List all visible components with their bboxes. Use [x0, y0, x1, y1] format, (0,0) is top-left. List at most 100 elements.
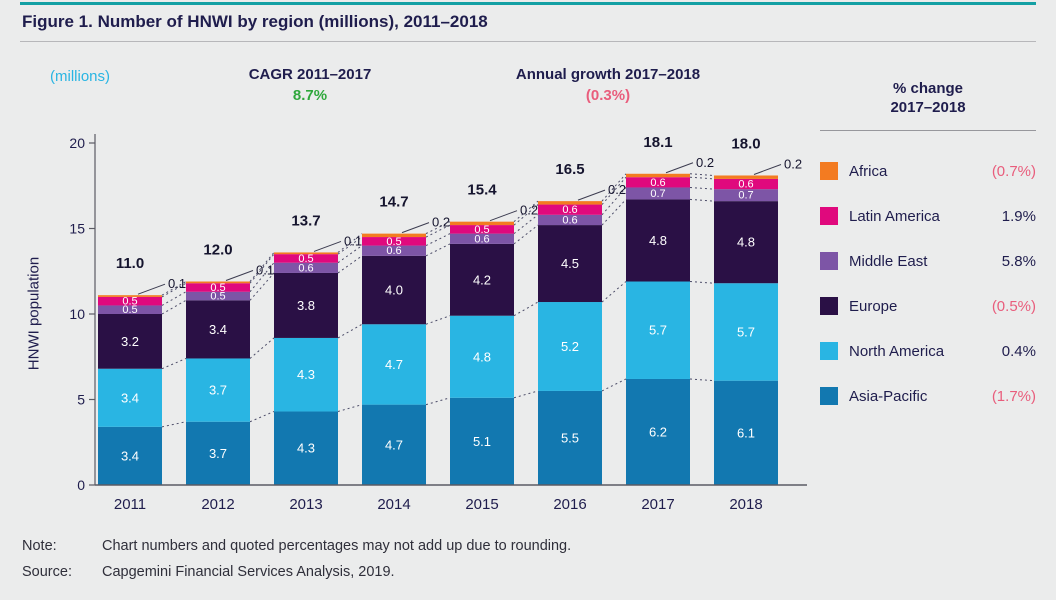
segment-north-america [274, 337, 338, 412]
legend-label: Middle East [849, 252, 928, 270]
source-text: Capgemini Financial Services Analysis, 2… [102, 564, 395, 580]
legend-change-value: (0.5%) [991, 297, 1036, 315]
africa-callout-line [577, 189, 606, 201]
bar-total-label: 15.4 [467, 182, 497, 199]
connector-line [161, 421, 187, 428]
bar-total-label: 16.5 [555, 161, 584, 178]
segment-asia-pacific [362, 404, 426, 485]
segment-value: 0.5 [210, 282, 225, 294]
connector-line [249, 411, 275, 423]
segment-europe [714, 201, 778, 284]
note-label: Note: [22, 538, 57, 554]
legend-header-line1: % change [892, 80, 964, 97]
cagr-label: CAGR 2011–2017 [248, 66, 372, 83]
y-tick-label: 0 [77, 477, 85, 493]
segment-north-america [538, 302, 602, 391]
legend-change-value: (0.7%) [991, 162, 1036, 180]
segment-value: 0.5 [210, 291, 225, 303]
segment-value: 0.5 [474, 224, 489, 236]
segment-value: 6.1 [737, 425, 755, 440]
x-axis-label: 2015 [465, 496, 498, 513]
segment-value: 0.5 [122, 304, 137, 316]
segment-africa [714, 175, 778, 179]
segment-value: 5.7 [737, 324, 755, 339]
segment-north-america [714, 283, 778, 381]
segment-asia-pacific [186, 421, 250, 485]
y-tick-label: 20 [69, 135, 85, 151]
legend-item-middle-east: Middle East 5.8% [820, 239, 1036, 284]
africa-callout-line [489, 210, 518, 222]
segment-middle-east [362, 245, 426, 256]
bar-total-label: 14.7 [379, 194, 408, 211]
connector-line [513, 200, 539, 223]
source-label: Source: [22, 564, 72, 580]
connector-line [689, 281, 715, 284]
legend-item-latin-america: Latin America 1.9% [820, 194, 1036, 239]
segment-latin-america [98, 296, 162, 306]
segment-latin-america [626, 177, 690, 188]
x-axis-label: 2014 [377, 496, 410, 513]
bar-group-2015: 5.1 4.8 4.2 0.60.5 0.2 15.4 2015 [450, 182, 538, 513]
connector-line [249, 272, 275, 301]
segment-value: 0.5 [386, 236, 401, 248]
bar-total-label: 11.0 [116, 255, 144, 272]
connector-line [425, 233, 451, 247]
segment-value: 4.8 [473, 349, 491, 364]
bar-group-2011: 3.4 3.4 3.2 0.50.5 0.1 11.0 2011 [98, 255, 186, 513]
segment-north-america [362, 324, 426, 405]
legend-item-europe: Europe (0.5%) [820, 284, 1036, 329]
connector-line [601, 176, 627, 205]
segment-value: 0.6 [738, 179, 753, 191]
segment-north-america [186, 358, 250, 422]
legend-label: Europe [849, 297, 898, 315]
connector-line [425, 315, 451, 325]
bar-group-2012: 3.7 3.7 3.4 0.50.5 0.1 12.0 2012 [186, 242, 274, 513]
segment-value: 4.8 [649, 233, 667, 248]
x-axis-label: 2012 [201, 496, 234, 513]
note-row: Note: Chart numbers and quoted percentag… [22, 538, 571, 554]
source-row: Source: Capgemini Financial Services Ana… [22, 564, 571, 580]
segment-africa [626, 173, 690, 178]
segment-value: 6.2 [649, 424, 667, 439]
legend-header: % change 2017–2018 [820, 80, 1036, 131]
connector-line [337, 233, 363, 253]
connector-line [513, 204, 539, 226]
segment-asia-pacific [98, 426, 162, 485]
segment-value: 5.2 [561, 339, 579, 354]
cagr-annotation: CAGR 2011–2017 8.7% [200, 66, 420, 104]
cagr-value: 8.7% [292, 87, 328, 104]
connector-line [161, 291, 187, 306]
x-axis-label: 2018 [729, 496, 762, 513]
stacked-bar-chart: 051015203.43.43.20.50.50.111.020113.73.7… [69, 134, 807, 513]
legend: % change 2017–2018 Africa (0.7%) Latin Ame… [820, 80, 1036, 419]
legend-change-value: 0.4% [1001, 342, 1036, 360]
africa-value-label: 0.1 [344, 233, 362, 248]
segment-value: 0.7 [738, 190, 753, 202]
segment-value: 0.6 [650, 177, 665, 189]
segment-value: 0.5 [298, 253, 313, 265]
segment-value: 0.6 [562, 204, 577, 216]
segment-africa [98, 295, 162, 297]
y-tick-label: 5 [77, 392, 85, 408]
africa-callout-line [225, 270, 254, 281]
segment-latin-america [714, 178, 778, 190]
segment-latin-america [362, 237, 426, 246]
x-axis-label: 2017 [641, 496, 674, 513]
segment-value: 4.2 [473, 272, 491, 287]
segment-value: 0.5 [122, 296, 137, 308]
africa-callout-line [753, 164, 782, 175]
segment-latin-america [186, 283, 250, 292]
segment-value: 5.1 [473, 434, 491, 449]
figure-footer: Note: Chart numbers and quoted percentag… [22, 538, 571, 590]
connector-line [161, 299, 187, 315]
bar-group-2014: 4.7 4.7 4.0 0.60.5 0.2 14.7 2014 [362, 194, 450, 513]
segment-value: 4.8 [737, 235, 755, 250]
segment-value: 0.6 [562, 214, 577, 226]
connector-line [689, 176, 715, 180]
segment-value: 0.6 [298, 262, 313, 274]
africa-callout-line [401, 222, 430, 234]
legend-change-value: 1.9% [1001, 207, 1036, 225]
legend-items: Africa (0.7%) Latin America 1.9% Middle East… [820, 149, 1036, 419]
segment-asia-pacific [714, 380, 778, 485]
y-tick-label: 10 [69, 306, 85, 322]
